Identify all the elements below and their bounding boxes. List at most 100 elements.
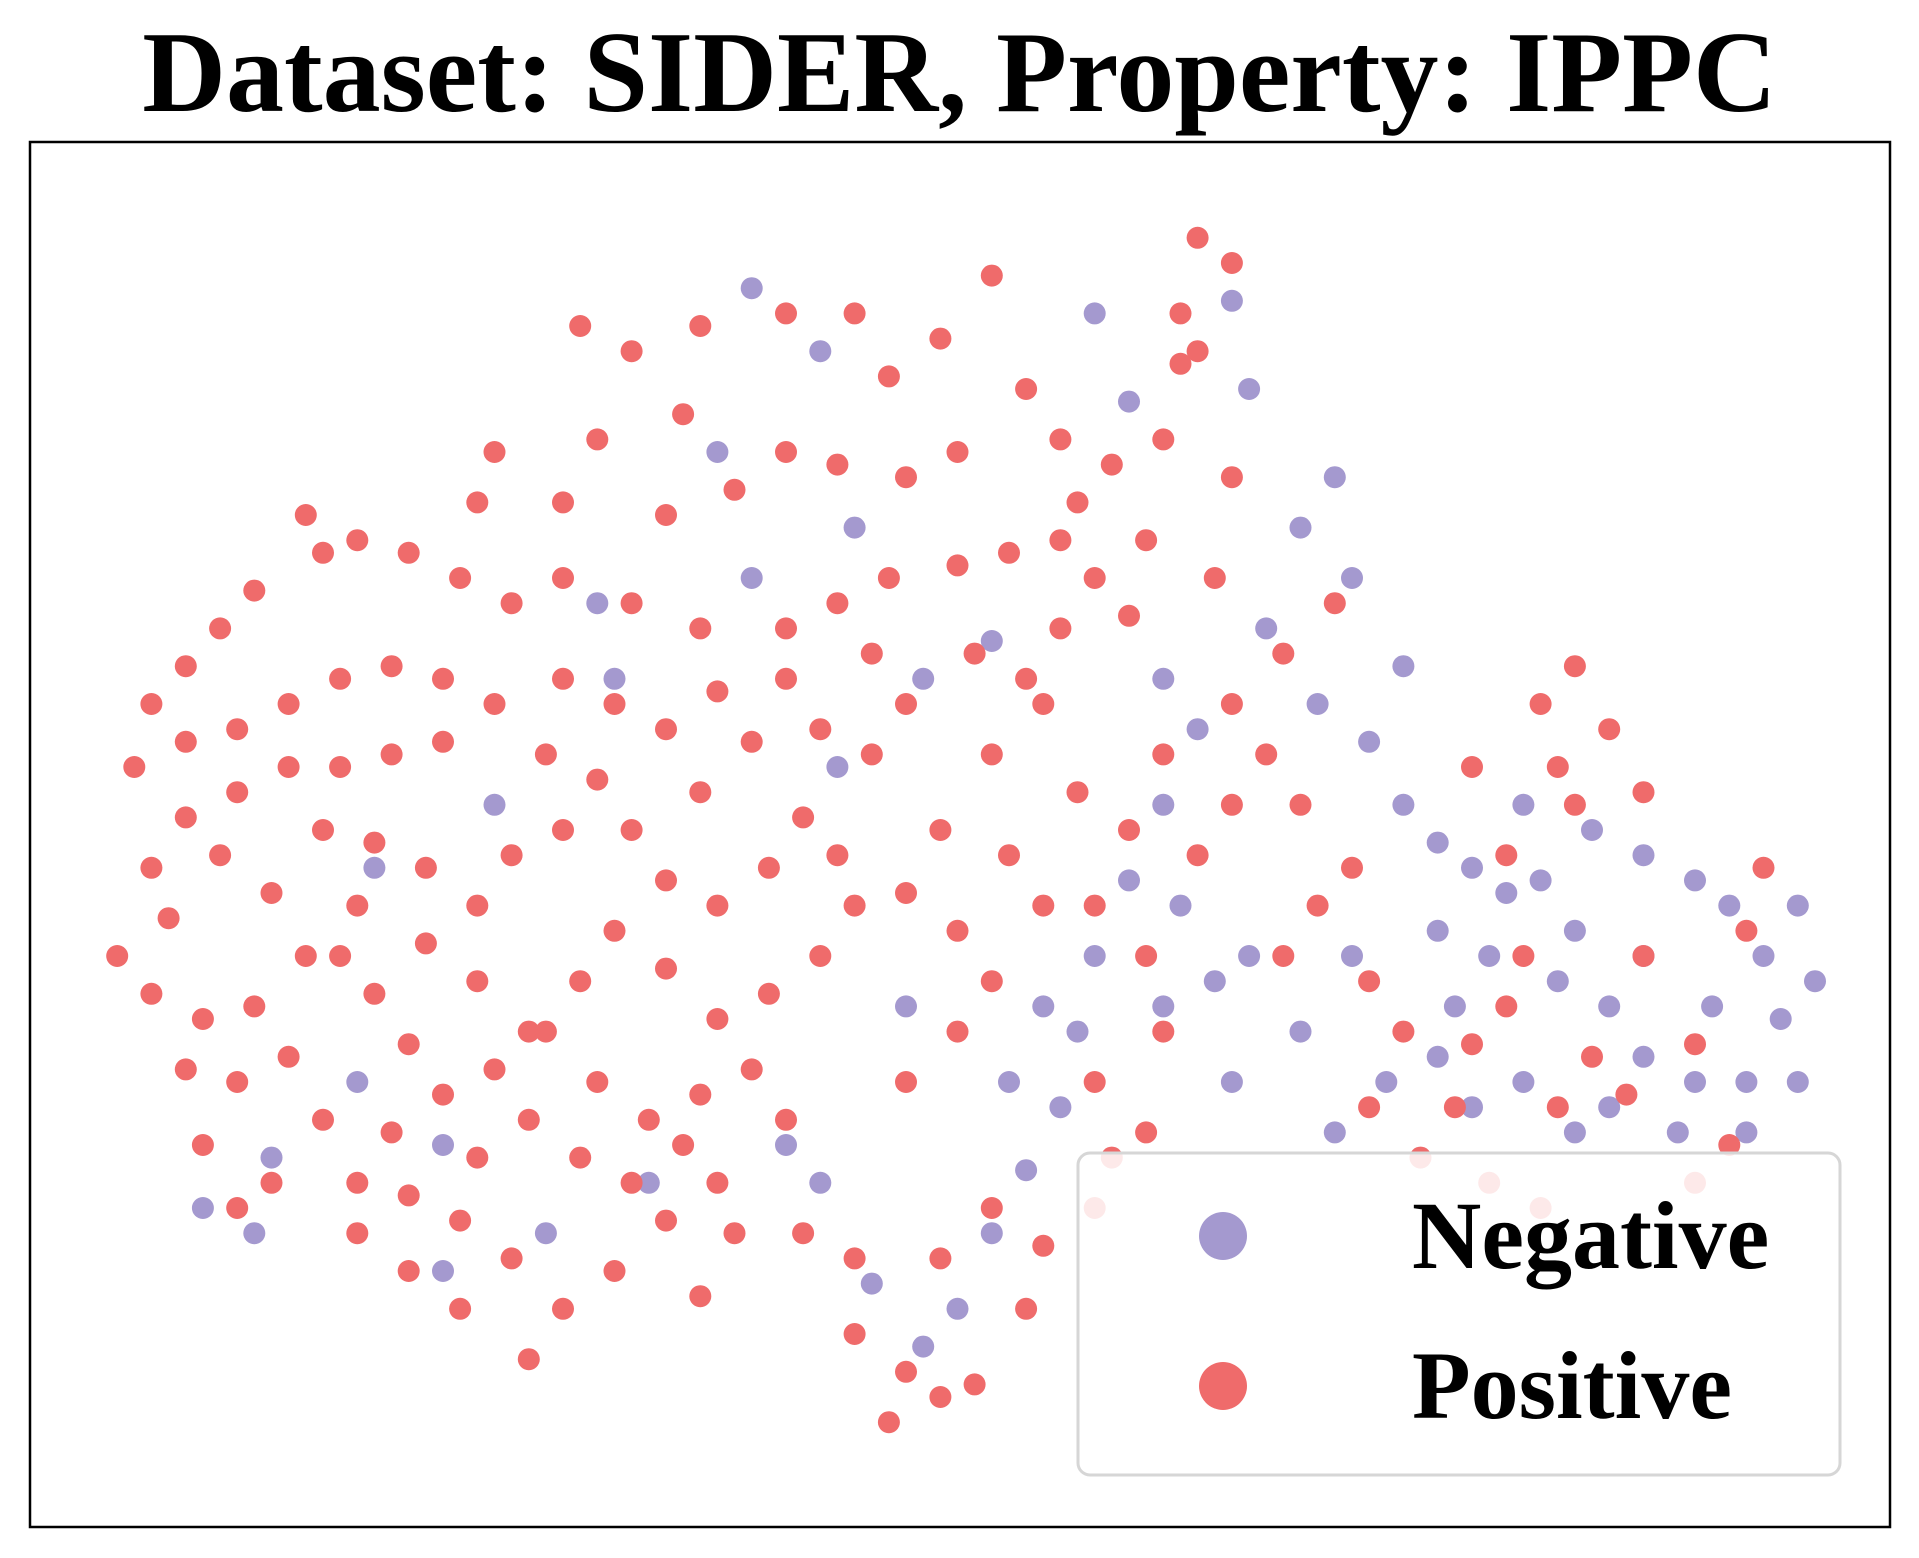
point-positive-191 — [1461, 756, 1483, 778]
point-negative-81 — [1152, 793, 1175, 816]
point-positive-99 — [689, 781, 712, 804]
point-positive-79 — [226, 1197, 249, 1219]
point-negative-89 — [1426, 1045, 1449, 1068]
point-positive-188 — [1495, 995, 1518, 1018]
point-positive-119 — [706, 1171, 729, 1194]
chart-title: Dataset: SIDER, Property: IPPC — [142, 9, 1777, 137]
point-negative-71 — [912, 1335, 935, 1358]
point-positive-203 — [1752, 856, 1775, 879]
point-positive-189 — [1512, 945, 1535, 967]
point-negative-6 — [586, 592, 609, 615]
point-positive-199 — [1684, 1033, 1706, 1056]
point-positive-138 — [843, 1247, 866, 1270]
point-positive-137 — [792, 1222, 815, 1245]
point-negative-73 — [809, 1171, 832, 1194]
point-positive-172 — [1186, 844, 1209, 867]
point-positive-94 — [552, 667, 574, 690]
point-negative-3 — [843, 516, 866, 539]
point-positive-11 — [483, 441, 506, 463]
point-positive-34 — [552, 567, 574, 589]
point-positive-111 — [603, 919, 626, 942]
point-positive-182 — [1358, 970, 1381, 993]
point-positive-144 — [929, 1247, 952, 1270]
point-positive-36 — [449, 567, 472, 589]
point-positive-93 — [483, 693, 506, 715]
point-negative-47 — [1684, 1071, 1706, 1093]
point-positive-86 — [466, 970, 489, 993]
point-positive-176 — [1272, 642, 1295, 665]
point-positive-152 — [895, 882, 917, 904]
point-positive-8 — [877, 365, 900, 388]
plot-area-frame — [28, 140, 1892, 1529]
point-positive-31 — [775, 617, 797, 640]
legend-label-positive: Positive — [1412, 1332, 1732, 1439]
point-negative-43 — [1752, 945, 1775, 967]
point-negative-54 — [1375, 1071, 1398, 1093]
point-positive-55 — [277, 756, 300, 778]
point-positive-123 — [500, 1247, 523, 1270]
point-positive-147 — [1015, 1297, 1038, 1320]
point-negative-39 — [1718, 894, 1741, 917]
point-positive-148 — [895, 1071, 917, 1093]
point-positive-165 — [1083, 1071, 1106, 1093]
point-positive-181 — [1272, 945, 1295, 967]
point-positive-209 — [1203, 567, 1226, 589]
point-negative-21 — [1323, 466, 1346, 489]
point-negative-33 — [1563, 919, 1586, 942]
point-positive-41 — [243, 579, 266, 602]
point-positive-19 — [946, 441, 969, 463]
point-negative-32 — [1546, 970, 1569, 993]
point-positive-24 — [1169, 352, 1192, 375]
point-positive-197 — [1632, 781, 1655, 804]
point-positive-42 — [209, 617, 232, 640]
point-positive-127 — [517, 1108, 540, 1131]
point-positive-75 — [363, 982, 386, 1005]
point-positive-74 — [329, 945, 352, 967]
point-positive-140 — [895, 1360, 917, 1383]
point-negative-12 — [775, 1134, 797, 1156]
point-positive-20 — [1015, 378, 1038, 400]
point-positive-88 — [466, 894, 489, 917]
point-negative-42 — [1701, 995, 1724, 1018]
point-positive-48 — [277, 693, 300, 715]
point-positive-128 — [569, 1146, 592, 1169]
point-negative-48 — [1632, 1045, 1655, 1068]
point-positive-63 — [174, 1058, 197, 1081]
point-positive-163 — [1118, 819, 1140, 841]
point-positive-118 — [775, 1108, 797, 1131]
point-negative-37 — [1632, 844, 1655, 867]
point-negative-70 — [946, 1297, 969, 1320]
point-positive-195 — [1598, 718, 1621, 741]
point-positive-85 — [517, 1020, 540, 1043]
point-negative-44 — [1786, 894, 1809, 917]
point-negative-18 — [1118, 390, 1140, 413]
point-negative-63 — [998, 1071, 1020, 1093]
point-negative-26 — [1392, 793, 1415, 816]
point-positive-174 — [1255, 743, 1278, 766]
point-positive-64 — [226, 1071, 249, 1093]
point-positive-78 — [260, 1171, 283, 1194]
point-positive-25 — [1135, 529, 1158, 552]
point-positive-211 — [1186, 340, 1209, 363]
point-positive-50 — [380, 655, 403, 678]
point-positive-96 — [655, 718, 677, 741]
point-negative-79 — [1152, 667, 1175, 690]
point-negative-14 — [826, 756, 849, 778]
point-negative-53 — [1804, 970, 1826, 993]
point-positive-151 — [946, 919, 969, 942]
point-positive-3 — [569, 315, 592, 337]
point-positive-214 — [1015, 667, 1038, 690]
point-negative-80 — [1186, 718, 1209, 741]
point-positive-218 — [809, 718, 832, 741]
point-negative-82 — [1255, 617, 1278, 640]
point-negative-74 — [534, 1222, 557, 1245]
point-positive-33 — [620, 592, 643, 615]
point-positive-16 — [775, 441, 797, 463]
point-negative-34 — [1529, 869, 1552, 892]
point-positive-9 — [672, 403, 695, 426]
point-positive-22 — [1100, 453, 1123, 476]
point-positive-65 — [277, 1045, 300, 1068]
point-positive-205 — [1581, 1045, 1603, 1068]
point-positive-192 — [1546, 756, 1569, 778]
